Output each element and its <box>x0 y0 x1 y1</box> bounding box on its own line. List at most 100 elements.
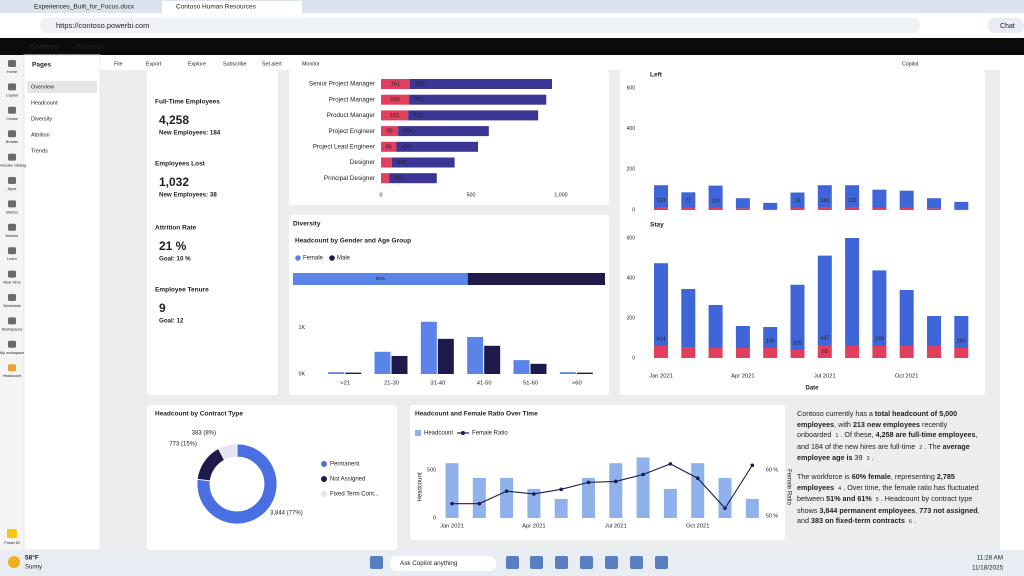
text-run: . Headcount by contract type shows <box>797 494 973 515</box>
legend-marker <box>321 461 327 467</box>
chat-label[interactable]: Chat <box>1000 23 1015 30</box>
bar <box>954 316 969 348</box>
taskbar-icon[interactable] <box>580 556 593 569</box>
url[interactable]: https://contoso.powerbi.com <box>56 21 149 30</box>
y-tick-label: Senior Project Manager <box>309 81 375 88</box>
legend-marker <box>321 491 327 497</box>
bar <box>899 290 914 346</box>
nav-icon[interactable] <box>8 106 16 114</box>
taskbar-icon[interactable] <box>655 556 668 569</box>
tab-title[interactable]: Experiences_Built_for_Focus.docx <box>34 4 135 11</box>
data-label: 378 <box>875 336 884 342</box>
nav-label[interactable]: Power BI <box>4 541 19 545</box>
reference[interactable]: 2 <box>917 442 925 454</box>
chat-button[interactable] <box>988 18 1024 33</box>
nav-label[interactable]: Metrics <box>6 210 18 214</box>
legend-label: Permanent <box>330 462 360 468</box>
bar <box>381 110 409 121</box>
reference[interactable]: 6 <box>906 517 914 528</box>
data-label: 156 <box>390 97 400 103</box>
address-bar[interactable] <box>40 18 920 33</box>
nav-label[interactable]: Learn <box>7 257 17 261</box>
nav-icon[interactable] <box>8 153 16 161</box>
search-box[interactable] <box>390 556 496 571</box>
line-point <box>750 463 755 468</box>
share-bar <box>467 273 605 285</box>
legend-label: Headcount <box>424 431 453 437</box>
y-tick-label: Project Engineer <box>328 128 375 135</box>
page-item[interactable]: Trends <box>31 148 48 154</box>
nav-icon[interactable] <box>8 200 16 208</box>
toolbar-item[interactable]: Monitor <box>302 61 320 67</box>
nav-icon[interactable] <box>8 317 16 325</box>
nav-label[interactable]: My workspace <box>0 351 24 355</box>
line-point <box>641 472 645 477</box>
text-run: 4,258 are full-time employees <box>875 430 976 440</box>
bar <box>745 498 759 518</box>
line-point <box>477 501 482 506</box>
toolbar-item[interactable]: Explore <box>188 61 206 67</box>
nav-icon[interactable] <box>8 294 16 301</box>
nav-icon[interactable] <box>7 529 17 538</box>
search-placeholder[interactable]: Ask Copilot anything <box>400 560 458 567</box>
copilot-button[interactable]: Copilot <box>902 61 919 67</box>
data-label: 86 <box>386 144 392 150</box>
taskbar-icon[interactable] <box>506 556 519 569</box>
bar <box>381 94 410 105</box>
bar <box>409 94 547 105</box>
page-item[interactable]: Attrition <box>31 132 50 138</box>
reference[interactable]: 3 <box>864 454 872 465</box>
legend-label: Female <box>303 256 324 262</box>
nav-label[interactable]: Apps <box>8 187 17 191</box>
reference[interactable]: 1 <box>833 431 841 442</box>
x-tick-label: 41-50 <box>477 381 492 387</box>
nav-label[interactable]: Browse <box>6 140 19 144</box>
taskbar-icon[interactable] <box>605 556 618 569</box>
nav-icon[interactable] <box>8 83 16 91</box>
page-item[interactable]: Overview <box>31 84 54 90</box>
bar <box>681 347 696 358</box>
bar <box>391 157 455 168</box>
reference[interactable]: 5 <box>873 495 881 506</box>
toolbar-item[interactable]: Set alert <box>262 61 282 67</box>
nav-icon[interactable] <box>8 247 16 255</box>
nav-icon[interactable] <box>8 130 16 138</box>
tab-title[interactable]: Contoso Human Resources <box>176 4 257 11</box>
data-label: 414 <box>656 336 665 342</box>
pages-pane <box>23 54 101 551</box>
bar <box>845 185 860 208</box>
bar <box>374 351 391 374</box>
nav-label[interactable]: Monitor <box>6 234 19 238</box>
nav-label[interactable]: Home <box>7 70 17 74</box>
taskbar-icon[interactable] <box>530 556 543 569</box>
bar <box>381 79 410 89</box>
nav-label[interactable]: Workspaces <box>2 327 23 331</box>
taskbar-icon[interactable] <box>555 556 568 569</box>
taskbar-icon[interactable] <box>630 556 643 569</box>
nav-label[interactable]: Copilot <box>6 93 19 97</box>
nav-icon[interactable] <box>8 60 16 67</box>
taskbar-icon[interactable] <box>370 556 383 569</box>
data-label: 160 <box>957 338 966 344</box>
active-page[interactable] <box>27 81 97 93</box>
weather-icon <box>8 556 20 568</box>
nav-label[interactable]: OneLake catalog <box>0 164 26 168</box>
nav-icon[interactable] <box>8 340 16 348</box>
toolbar-item[interactable]: Export <box>146 61 162 67</box>
nav-label[interactable]: Create <box>6 117 17 121</box>
nav-icon[interactable] <box>8 177 16 184</box>
toolbar-item[interactable]: Subscribe <box>223 61 247 67</box>
toolbar-item[interactable]: File <box>114 61 123 67</box>
nav-label[interactable]: Headcount <box>3 374 22 378</box>
page-item[interactable]: Headcount <box>31 100 58 106</box>
nav-label[interactable]: Real-Time <box>3 281 20 285</box>
page-item[interactable]: Diversity <box>31 116 52 122</box>
nav-icon[interactable] <box>8 364 16 372</box>
product-name: Power BI <box>76 44 104 51</box>
nav-label[interactable]: Workloads <box>3 304 21 308</box>
nav-icon[interactable] <box>8 223 16 231</box>
bar <box>790 284 805 350</box>
kpi-value: 9 <box>159 301 166 315</box>
nav-icon[interactable] <box>8 270 16 278</box>
reference[interactable]: 4 <box>836 483 844 495</box>
